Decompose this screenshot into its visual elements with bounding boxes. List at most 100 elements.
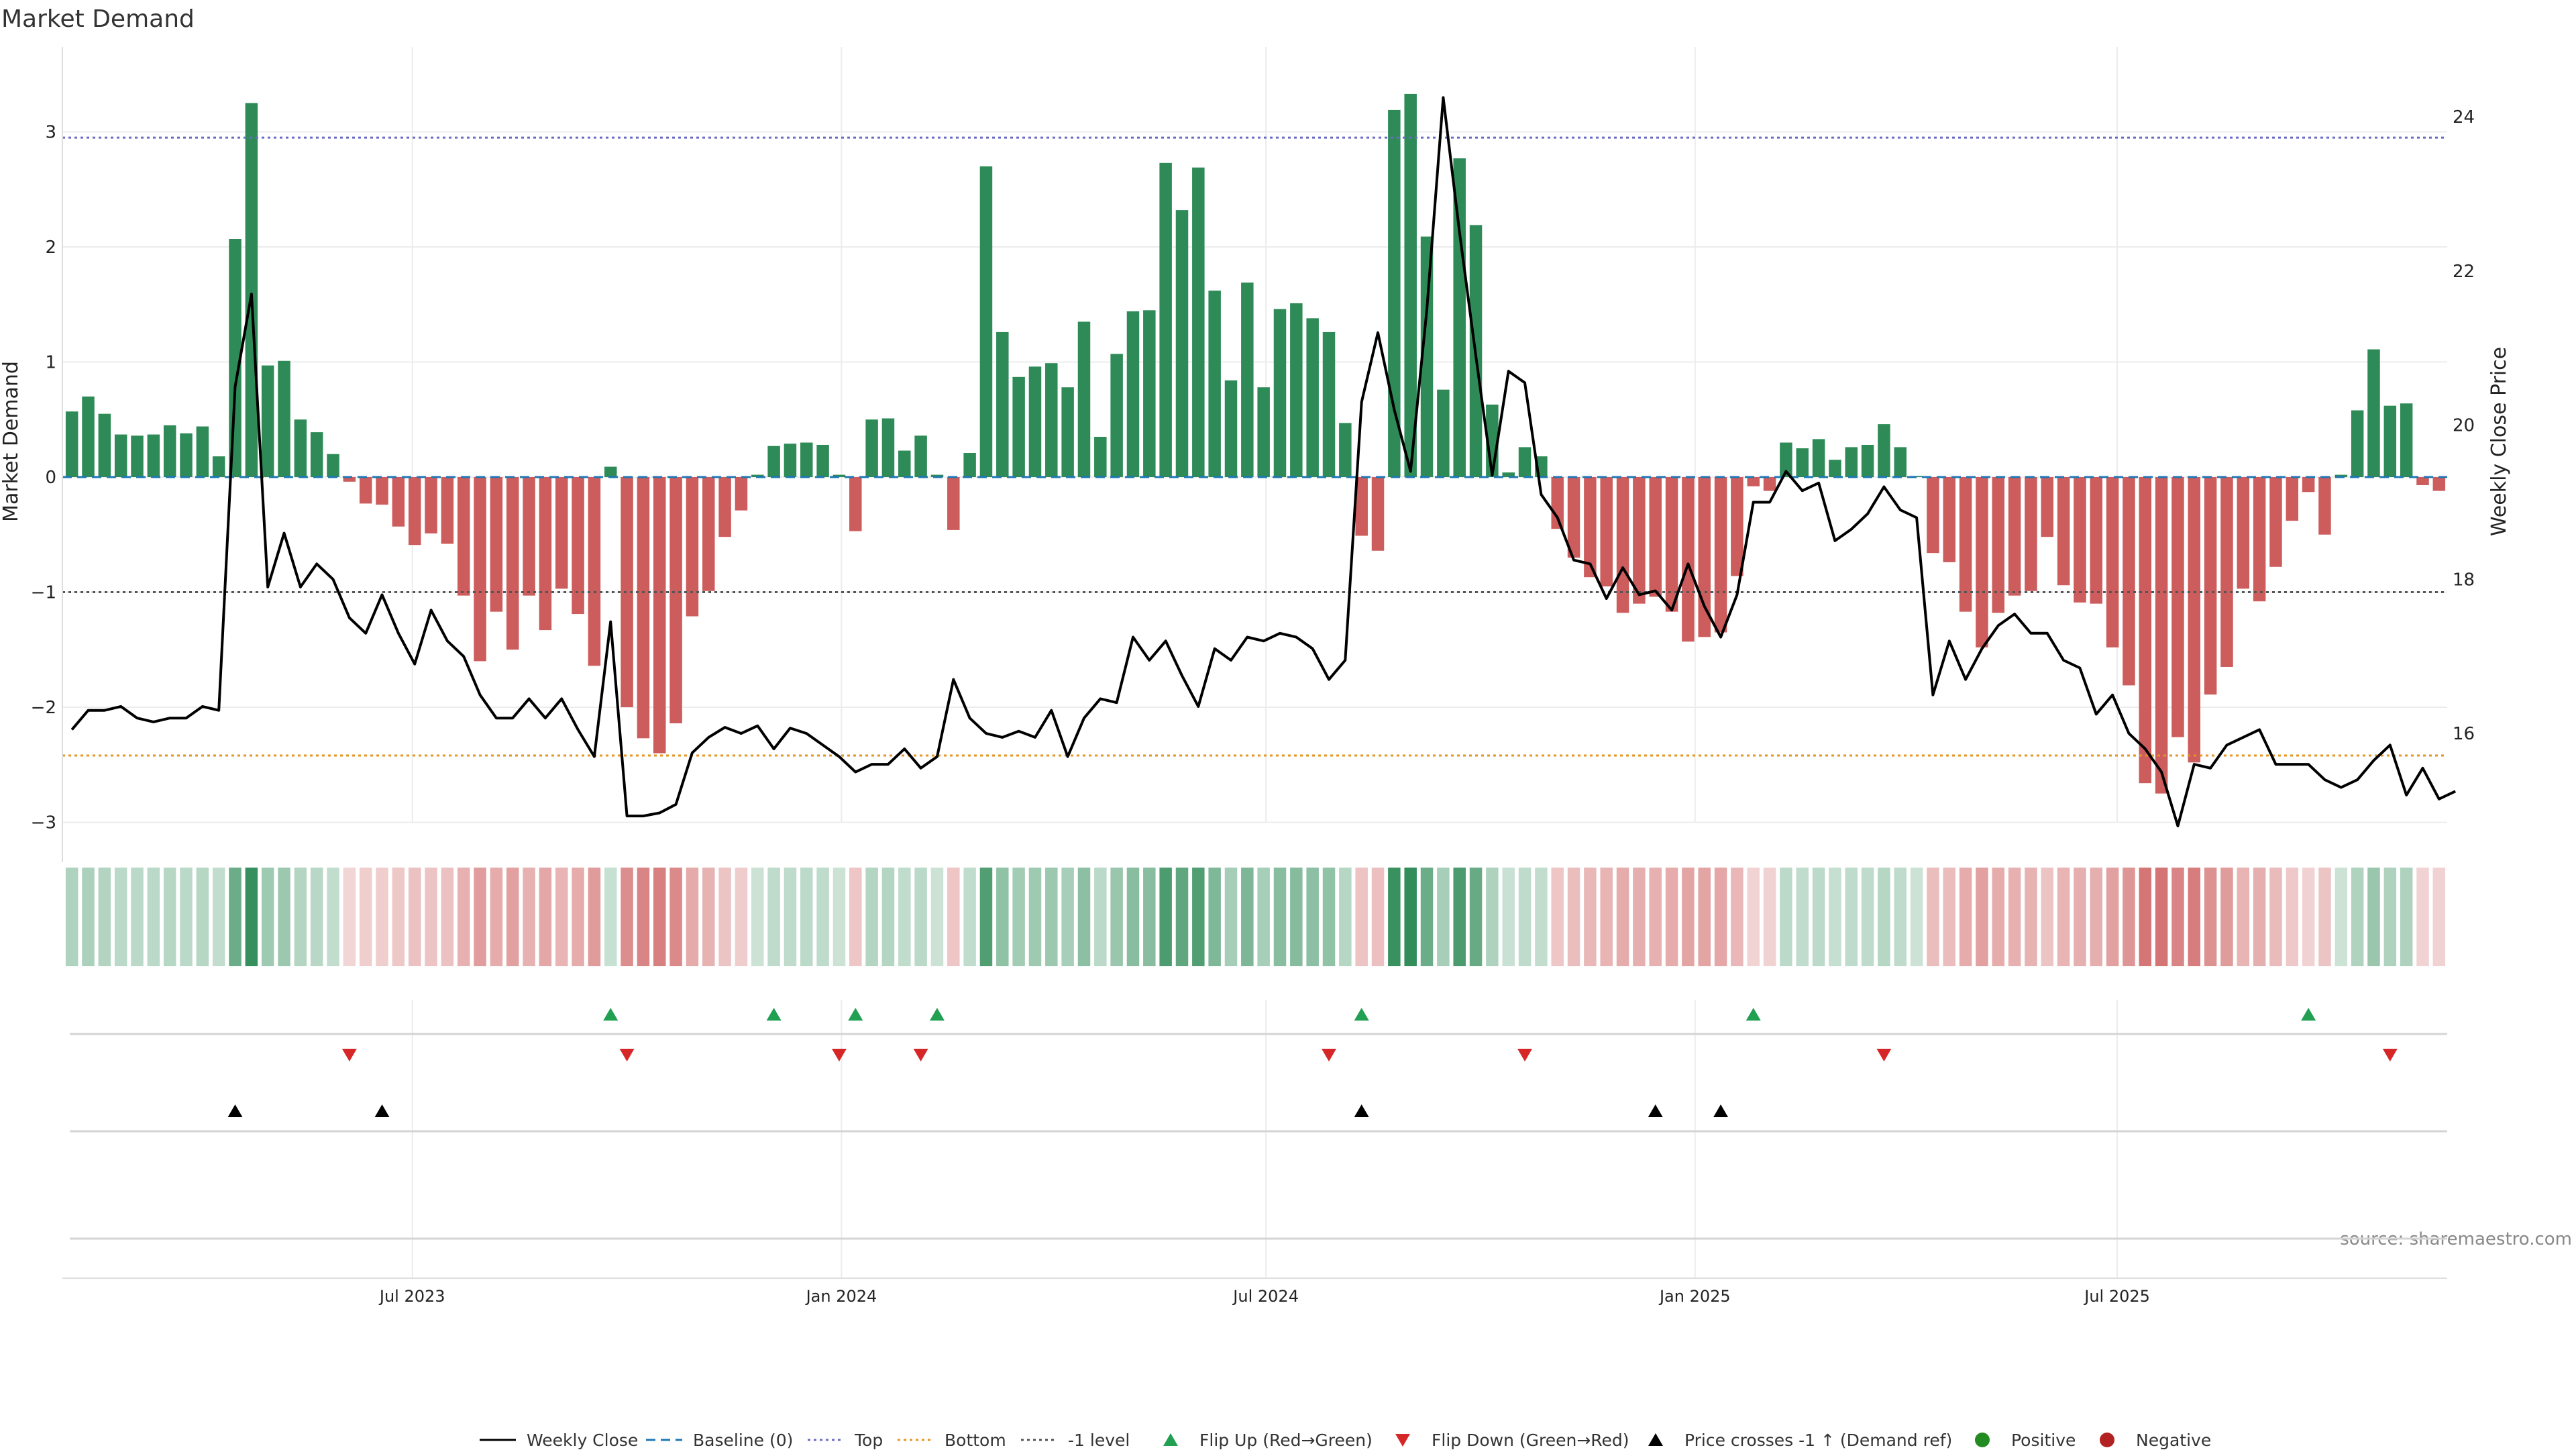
- heat-cell: [1126, 868, 1140, 966]
- y-tick-label: 0: [45, 468, 56, 488]
- demand-bar: [963, 452, 976, 477]
- demand-bar: [653, 477, 666, 754]
- demand-bar: [490, 477, 503, 612]
- demand-bar: [686, 477, 699, 617]
- demand-bar: [1633, 477, 1646, 604]
- demand-bar: [751, 474, 764, 477]
- heat-cell: [1469, 868, 1483, 966]
- heat-cell: [1224, 868, 1238, 966]
- demand-bar: [1339, 423, 1352, 477]
- heat-cell: [2400, 868, 2413, 966]
- flip-up-marker: [766, 1008, 782, 1021]
- demand-bar: [898, 450, 911, 477]
- demand-bar: [2237, 477, 2250, 589]
- demand-bar: [98, 413, 111, 477]
- demand-bar: [2025, 477, 2037, 591]
- demand-bar: [800, 442, 813, 477]
- weekly-close-line: [70, 96, 2457, 827]
- demand-bar: [1322, 331, 1336, 477]
- demand-bar: [849, 477, 862, 531]
- flip-up-marker: [1354, 1008, 1369, 1021]
- heat-cell: [702, 868, 715, 966]
- legend-label: Flip Down (Green→Red): [1432, 1431, 1629, 1449]
- demand-bar: [816, 444, 829, 477]
- demand-bar: [212, 456, 225, 477]
- demand-bar: [1224, 380, 1238, 477]
- heat-cell: [1943, 868, 1956, 966]
- heat-cell: [2204, 868, 2217, 966]
- demand-bar: [1045, 363, 1058, 477]
- demand-bar: [392, 477, 405, 527]
- heat-cell: [327, 868, 339, 966]
- legend: Weekly Close Baseline (0) Top Bottom -1 leve…: [480, 1431, 2211, 1450]
- flip-down-marker: [1876, 1049, 1892, 1061]
- heat-cell: [1175, 868, 1189, 966]
- y2-tick-label: 16: [2453, 724, 2475, 744]
- heat-cell: [1649, 868, 1662, 966]
- heat-cell: [245, 868, 258, 966]
- demand-bar: [441, 477, 454, 544]
- heat-cell: [408, 868, 421, 966]
- demand-bar: [1061, 387, 1074, 477]
- heat-cell: [1780, 868, 1792, 966]
- flip-down-marker: [2382, 1049, 2398, 1061]
- demand-bar: [2074, 477, 2086, 603]
- heat-cell: [2106, 868, 2119, 966]
- demand-bar: [343, 477, 356, 482]
- demand-bar: [1420, 236, 1434, 477]
- demand-bar: [588, 477, 601, 666]
- heat-cell: [196, 868, 209, 966]
- heat-cell: [2090, 868, 2103, 966]
- demand-bar: [294, 419, 307, 477]
- heat-cell: [310, 868, 323, 966]
- heat-cell: [849, 868, 862, 966]
- demand-bar: [474, 477, 486, 662]
- heat-cell: [1322, 868, 1336, 966]
- heat-cell: [963, 868, 976, 966]
- heat-cell: [359, 868, 372, 966]
- demand-bar: [1763, 477, 1776, 491]
- demand-bar: [1388, 109, 1401, 478]
- demand-bar: [523, 477, 535, 596]
- heat-cell: [1012, 868, 1025, 966]
- heat-cell: [1747, 868, 1760, 966]
- heat-cell: [1404, 868, 1417, 966]
- demand-bar: [1551, 477, 1564, 529]
- demand-bar: [310, 432, 323, 477]
- heat-cell: [1731, 868, 1743, 966]
- demand-bar: [914, 435, 927, 477]
- axes-layer: 3 2 1 0 −1 −2 −3 24 22 20 18 16: [31, 47, 2475, 862]
- demand-bar: [1567, 477, 1580, 558]
- heat-cell: [1959, 868, 1972, 966]
- demand-bar: [2253, 477, 2266, 602]
- heat-cell: [278, 868, 290, 966]
- demand-bar: [327, 454, 339, 477]
- demand-bar: [572, 477, 584, 615]
- y-axis-label: Market Demand: [0, 361, 23, 522]
- legend-swatch: [2100, 1433, 2114, 1447]
- demand-bar: [2400, 403, 2413, 477]
- y-tick-label: 3: [45, 123, 56, 143]
- heat-cell: [2334, 868, 2348, 966]
- heat-cell: [1551, 868, 1564, 966]
- demand-bar: [1829, 460, 1841, 477]
- heat-cell: [1976, 868, 1988, 966]
- demand-bar: [1012, 376, 1025, 477]
- price-cross-marker: [1354, 1104, 1369, 1117]
- demand-bar: [2286, 477, 2299, 521]
- heat-cell: [979, 868, 993, 966]
- y-tick-label: −2: [31, 698, 56, 718]
- heat-cell: [2025, 868, 2037, 966]
- heat-cell: [2253, 868, 2266, 966]
- heat-cell: [1910, 868, 1923, 966]
- heat-cell: [735, 868, 748, 966]
- x-tick-label: Jan 2025: [1658, 1287, 1731, 1306]
- demand-bar: [1861, 444, 1874, 477]
- legend-label: Weekly Close: [527, 1431, 638, 1449]
- heat-cell: [180, 868, 193, 966]
- heat-cell: [2057, 868, 2070, 966]
- flip-down-marker: [1322, 1049, 1337, 1061]
- chart-title: Market Demand: [1, 5, 195, 33]
- x-tick-label: Jan 2024: [805, 1287, 877, 1306]
